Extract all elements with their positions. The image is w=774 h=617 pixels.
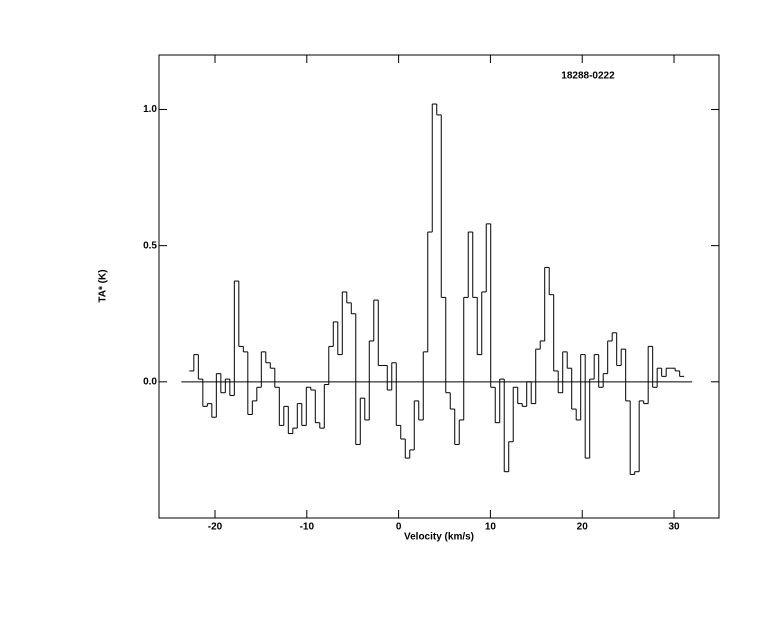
x-tick-label: -20 xyxy=(208,522,223,533)
x-tick-label: 0 xyxy=(396,522,402,533)
y-tick-label: 1.0 xyxy=(143,104,157,115)
x-axis-label: Velocity (km/s) xyxy=(404,532,474,543)
plot-frame xyxy=(158,54,720,519)
y-tick-label: 0.0 xyxy=(143,376,157,387)
x-tick-label: 30 xyxy=(668,522,680,533)
x-tick-label: 20 xyxy=(577,522,589,533)
x-tick-label: -10 xyxy=(300,522,315,533)
y-axis-label: TA* (K) xyxy=(98,269,109,302)
y-tick-label: 0.5 xyxy=(143,240,157,251)
chart-title: 18288-0222 xyxy=(561,71,615,82)
x-tick-label: 10 xyxy=(485,522,497,533)
